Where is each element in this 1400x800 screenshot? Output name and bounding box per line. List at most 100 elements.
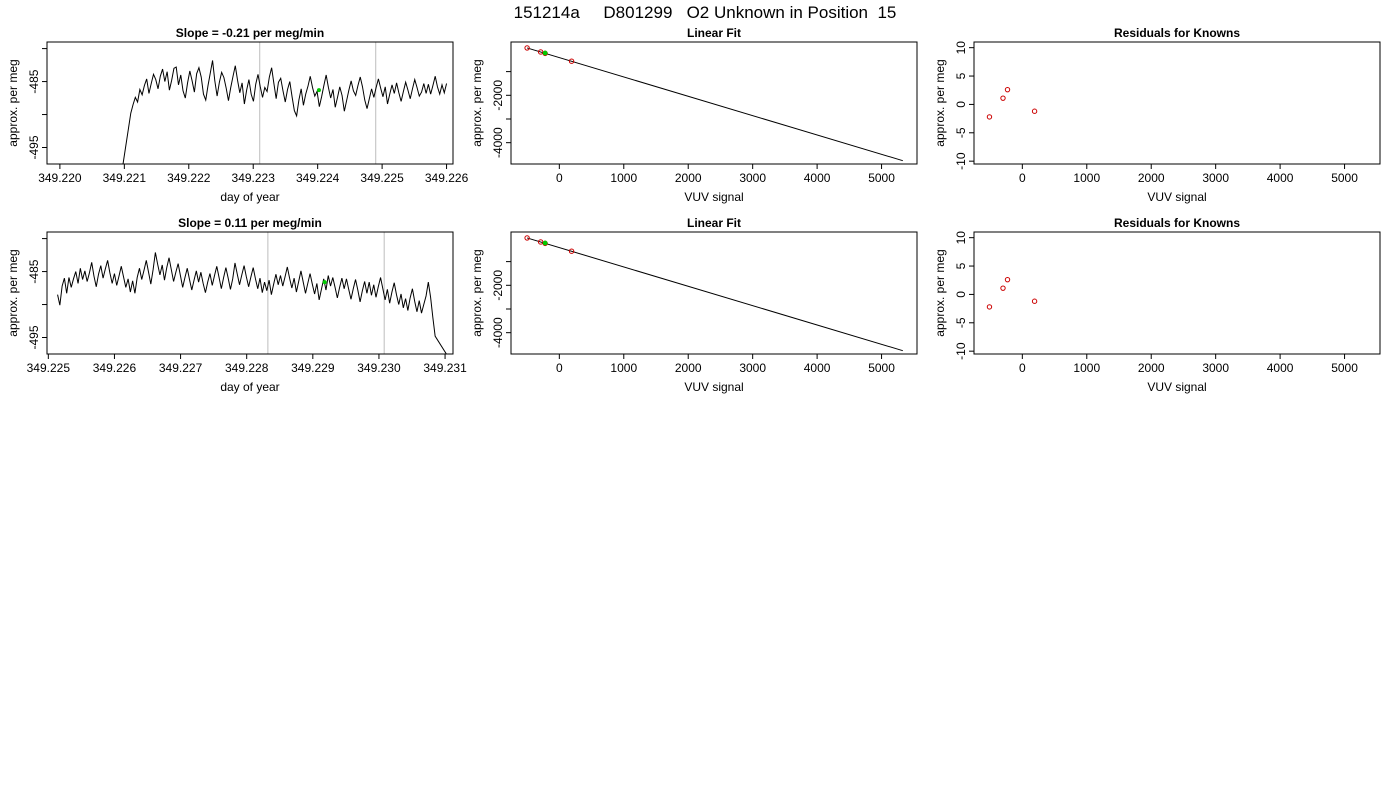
x-tick-label: 3000 (739, 361, 766, 375)
y-axis-label: approx. per meg (933, 59, 947, 146)
x-tick-label: 0 (1019, 171, 1026, 185)
chart-fit1: Linear Fit 0 1000 2000 3000 4000 5000 VUV signa… (470, 26, 918, 204)
y-axis-label: approx. per meg (6, 249, 20, 336)
unknown-point (542, 240, 548, 246)
x-tick-label: 2000 (1138, 361, 1165, 375)
residual-point (986, 304, 993, 310)
x-tick-label: 349.229 (291, 361, 335, 375)
residual-point (1000, 95, 1006, 101)
residual-point (986, 114, 993, 120)
residual-point (1000, 285, 1006, 291)
plot-area (122, 42, 448, 164)
x-tick-label: 349.226 (425, 171, 469, 185)
x-tick-label: 349.226 (93, 361, 137, 375)
plot-area (57, 232, 447, 354)
y-tick-label: -10 (954, 152, 968, 170)
residual-point (1031, 108, 1038, 114)
series-line (57, 252, 447, 354)
residual-point (1004, 86, 1011, 93)
x-tick-label: 0 (556, 171, 563, 185)
x-tick-label: 3000 (739, 171, 766, 185)
known-point (568, 58, 575, 64)
unknown-point (322, 280, 327, 285)
chart-ts1: Slope = -0.21 per meg/min 349.220 349.221 3… (6, 26, 469, 204)
x-tick-label: 4000 (1267, 361, 1294, 375)
x-tick-label: 349.231 (423, 361, 467, 375)
x-axis-label: VUV signal (684, 190, 743, 204)
y-axis-label: approx. per meg (470, 59, 484, 146)
unknown-point (316, 88, 321, 93)
fit-line (526, 47, 903, 162)
known-point (524, 45, 530, 51)
residual-point (1031, 298, 1038, 304)
x-tick-label: 2000 (1138, 171, 1165, 185)
y-tick-label: 10 (954, 41, 968, 55)
y-tick-label: 10 (954, 231, 968, 245)
x-axis-label: VUV signal (684, 380, 743, 394)
x-tick-label: 349.221 (103, 171, 147, 185)
y-axis-label: approx. per meg (933, 249, 947, 336)
chart-title: Slope = 0.11 per meg/min (178, 216, 322, 230)
x-tick-label: 1000 (1073, 171, 1100, 185)
x-tick-label: 349.224 (296, 171, 340, 185)
known-point (537, 49, 544, 55)
chart-ts2: Slope = 0.11 per meg/min 349.225 349.226 34… (6, 216, 467, 394)
x-tick-label: 5000 (868, 171, 895, 185)
y-tick-label: -2000 (491, 270, 505, 301)
chart-res1: Residuals for Knowns 0 1000 2000 3000 4000 500… (933, 26, 1381, 204)
x-tick-label: 349.230 (357, 361, 401, 375)
known-point (568, 248, 575, 254)
y-tick-label: -5 (954, 317, 968, 328)
x-tick-label: 2000 (675, 361, 702, 375)
plot-area (986, 86, 1038, 120)
chart-title: Slope = -0.21 per meg/min (176, 26, 324, 40)
y-tick-label: -495 (27, 135, 41, 159)
x-tick-label: 0 (1019, 361, 1026, 375)
x-tick-label: 349.223 (232, 171, 276, 185)
x-tick-label: 349.225 (360, 171, 404, 185)
x-tick-label: 3000 (1202, 361, 1229, 375)
residual-point (1004, 276, 1011, 283)
x-tick-label: 1000 (610, 171, 637, 185)
x-axis-label: VUV signal (1147, 380, 1206, 394)
unknown-point (542, 50, 548, 56)
y-tick-label: -2000 (491, 80, 505, 111)
y-tick-label: -485 (27, 259, 41, 283)
x-tick-label: 5000 (868, 361, 895, 375)
chart-title: Residuals for Knowns (1114, 216, 1240, 230)
y-tick-label: -5 (954, 127, 968, 138)
series-line (122, 60, 448, 164)
x-tick-label: 2000 (675, 171, 702, 185)
y-tick-label: 5 (954, 262, 968, 269)
x-tick-label: 349.227 (159, 361, 203, 375)
plot-area (524, 235, 903, 352)
x-tick-label: 4000 (804, 171, 831, 185)
x-tick-label: 4000 (804, 361, 831, 375)
x-tick-label: 349.228 (225, 361, 269, 375)
x-tick-label: 349.222 (167, 171, 211, 185)
x-tick-label: 4000 (1267, 171, 1294, 185)
x-tick-label: 0 (556, 361, 563, 375)
x-tick-label: 349.220 (38, 171, 82, 185)
chart-title: Residuals for Knowns (1114, 26, 1240, 40)
x-tick-label: 1000 (610, 361, 637, 375)
fit-line (526, 237, 903, 352)
y-tick-label: -485 (27, 69, 41, 93)
y-tick-label: -4000 (491, 127, 505, 158)
chart-title: Linear Fit (687, 216, 741, 230)
plot-area (986, 276, 1038, 310)
x-axis-label: day of year (220, 380, 279, 394)
plot-area (524, 45, 903, 162)
x-tick-label: 5000 (1331, 361, 1358, 375)
chart-title: Linear Fit (687, 26, 741, 40)
x-tick-label: 3000 (1202, 171, 1229, 185)
known-point (524, 235, 530, 241)
chart-res2: Residuals for Knowns 0 1000 2000 3000 4000 500… (933, 216, 1381, 394)
y-tick-label: -4000 (491, 317, 505, 348)
y-axis-label: approx. per meg (6, 59, 20, 146)
y-tick-label: 0 (954, 291, 968, 298)
x-tick-label: 349.225 (27, 361, 71, 375)
x-axis-label: day of year (220, 190, 279, 204)
